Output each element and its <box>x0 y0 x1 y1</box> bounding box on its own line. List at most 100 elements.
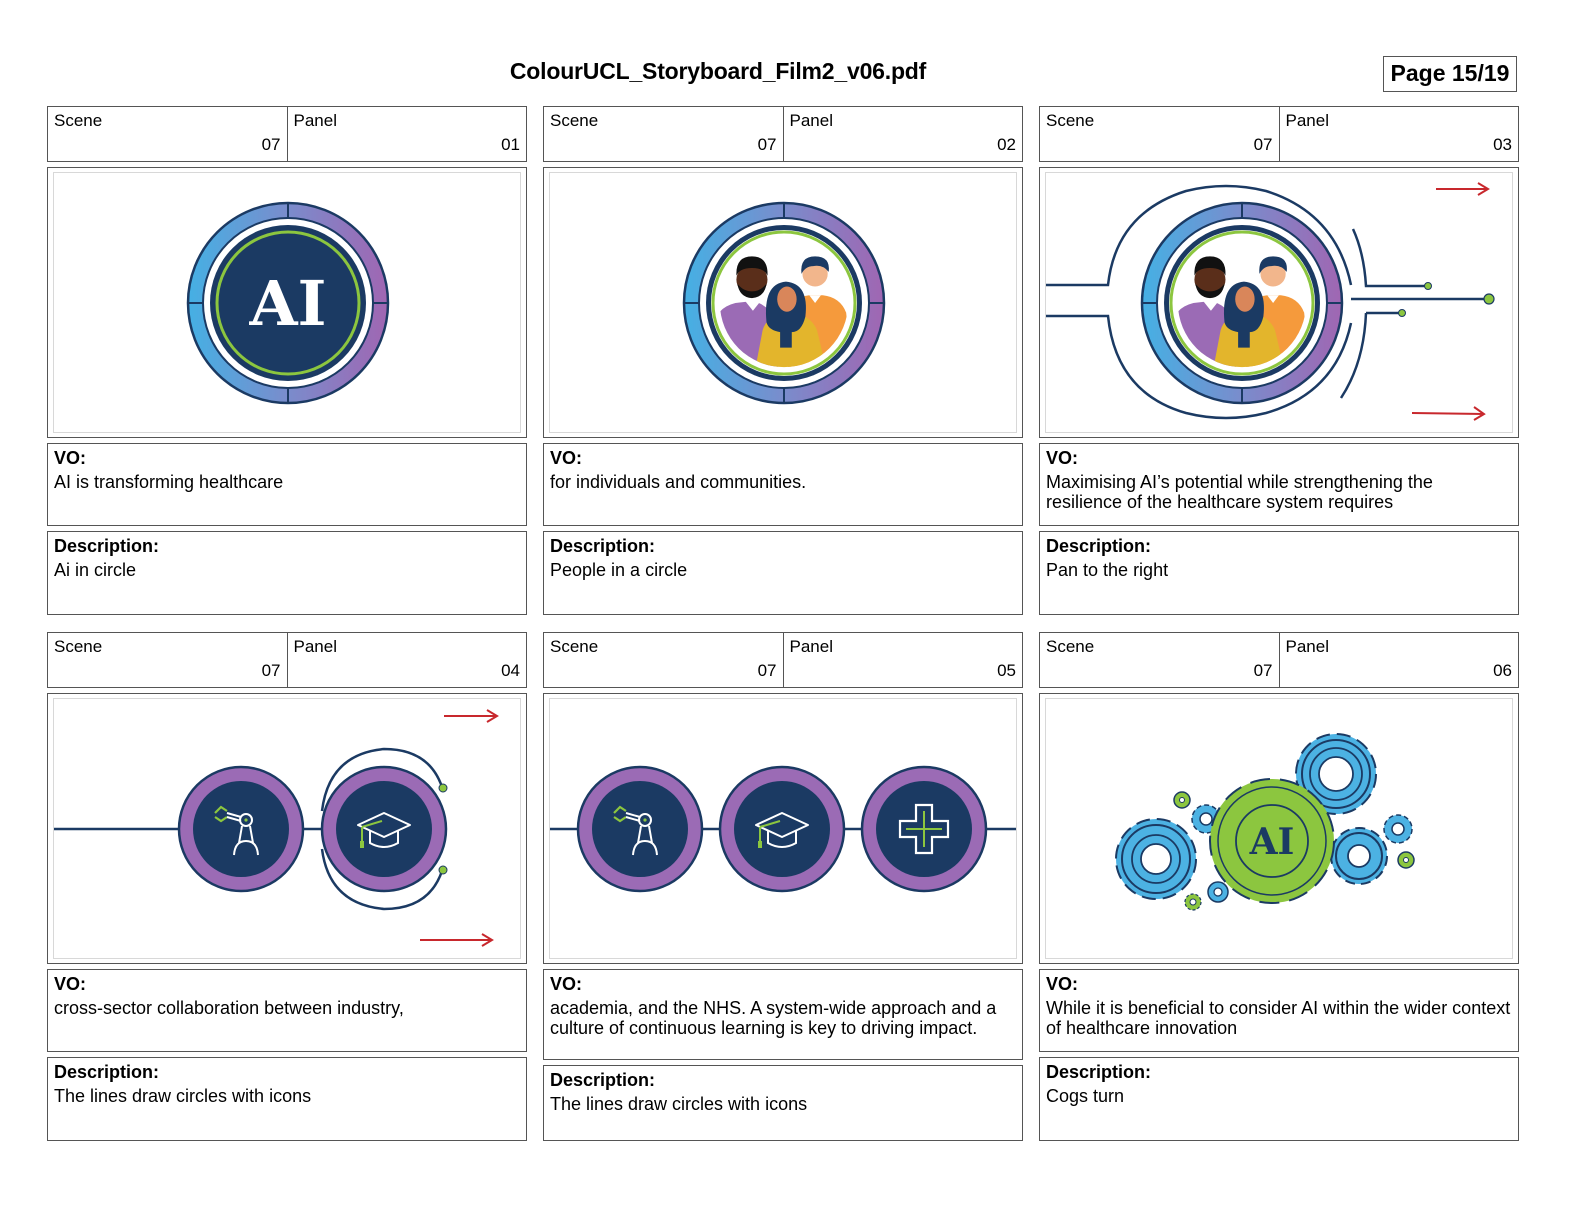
description-label: Description: <box>54 536 160 556</box>
description-label: Description: <box>550 536 656 556</box>
cog-icon <box>1330 827 1388 885</box>
description-box: Description: Cogs turn <box>1039 1057 1519 1141</box>
description-label: Description: <box>1046 536 1152 556</box>
vo-label: VO: <box>1046 448 1079 468</box>
description-label: Description: <box>550 1070 656 1090</box>
scene-number: 07 <box>1253 661 1273 680</box>
vo-box: VO: AI is transforming healthcare <box>47 443 527 526</box>
scene-label: Scene <box>1046 111 1095 130</box>
panel-cell: Panel 06 <box>1278 633 1519 687</box>
scene-number: 07 <box>1253 135 1273 154</box>
collaboration-circles-illustration <box>54 709 499 947</box>
vo-box: VO: academia, and the NHS. A system-wide… <box>543 969 1023 1060</box>
description-box: Description: Ai in circle <box>47 531 527 615</box>
pan-right-arrow-icon <box>1411 182 1490 421</box>
three-circles-illustration <box>550 765 1016 893</box>
illustration-frame <box>543 167 1023 438</box>
panel-number: 02 <box>997 135 1016 154</box>
panel-cell: Panel 05 <box>782 633 1023 687</box>
ai-label: AI <box>1249 821 1295 863</box>
panel-number: 05 <box>997 661 1016 680</box>
panel-cell: Panel 04 <box>286 633 527 687</box>
cog-icon <box>1115 818 1197 900</box>
vo-text: cross-sector collaboration between indus… <box>54 998 404 1018</box>
vo-box: VO: for individuals and communities. <box>543 443 1023 526</box>
vo-label: VO: <box>550 974 583 994</box>
description-text: People in a circle <box>550 560 688 580</box>
description-box: Description: The lines draw circles with… <box>47 1057 527 1141</box>
scene-label: Scene <box>550 111 599 130</box>
ai-cogs-illustration: AI <box>1115 733 1415 911</box>
description-box: Description: Pan to the right <box>1039 531 1519 615</box>
panel-header: Scene 07 Panel 04 <box>47 632 527 688</box>
pan-right-arrow-icon <box>420 709 499 947</box>
vo-text: AI is transforming healthcare <box>54 472 284 492</box>
vo-box: VO: Maximising AI’s potential while stre… <box>1039 443 1519 526</box>
vo-box: VO: While it is beneficial to consider A… <box>1039 969 1519 1052</box>
scene-cell: Scene 07 <box>544 633 783 687</box>
panel-number: 06 <box>1493 661 1512 680</box>
scene-label: Scene <box>54 111 103 130</box>
panel-label: Panel <box>293 111 337 130</box>
scene-cell: Scene 07 <box>1040 633 1279 687</box>
panel-label: Panel <box>1285 111 1329 130</box>
description-label: Description: <box>1046 1062 1152 1082</box>
panel-cell: Panel 02 <box>782 107 1023 161</box>
description-text: The lines draw circles with icons <box>54 1086 312 1106</box>
description-text: Pan to the right <box>1046 560 1169 580</box>
document-title: ColourUCL_Storyboard_Film2_v06.pdf <box>509 58 927 84</box>
scene-number: 07 <box>261 661 281 680</box>
description-box: Description: The lines draw circles with… <box>543 1065 1023 1141</box>
panel-label: Panel <box>293 637 337 656</box>
illustration-frame: AI <box>1039 693 1519 964</box>
description-text: The lines draw circles with icons <box>550 1094 808 1114</box>
cog-icon <box>1295 733 1377 815</box>
vo-text: While it is beneficial to consider AI wi… <box>1046 998 1511 1038</box>
scene-cell: Scene 07 <box>544 107 783 161</box>
panel-number: 03 <box>1493 135 1512 154</box>
panel-cell: Panel 03 <box>1278 107 1519 161</box>
ai-icon: AI <box>248 267 326 340</box>
scene-number: 07 <box>261 135 281 154</box>
ai-circle-illustration: AI <box>186 201 390 405</box>
scene-label: Scene <box>550 637 599 656</box>
vo-text: academia, and the NHS. A system-wide app… <box>550 998 997 1038</box>
panel-label: Panel <box>789 111 833 130</box>
description-label: Description: <box>54 1062 160 1082</box>
panel-header: Scene 07 Panel 05 <box>543 632 1023 688</box>
description-text: Cogs turn <box>1046 1086 1125 1106</box>
ai-cog-icon: AI <box>1209 778 1335 904</box>
vo-box: VO: cross-sector collaboration between i… <box>47 969 527 1052</box>
illustration-frame <box>47 693 527 964</box>
people-circle-illustration <box>682 201 886 405</box>
vo-text: Maximising AI’s potential while strength… <box>1046 472 1433 512</box>
description-box: Description: People in a circle <box>543 531 1023 615</box>
scene-label: Scene <box>1046 637 1095 656</box>
panel-number: 01 <box>501 135 520 154</box>
panel-label: Panel <box>1285 637 1329 656</box>
panel-header: Scene 07 Panel 01 <box>47 106 527 162</box>
cog-icon <box>1383 814 1413 844</box>
scene-number: 07 <box>757 135 777 154</box>
page-indicator: Page 15/19 <box>1383 56 1517 92</box>
scene-cell: Scene 07 <box>48 633 287 687</box>
scene-label: Scene <box>54 637 103 656</box>
illustration-frame <box>543 693 1023 964</box>
illustration-frame <box>1039 167 1519 438</box>
panel-label: Panel <box>789 637 833 656</box>
scene-cell: Scene 07 <box>48 107 287 161</box>
panel-cell: Panel 01 <box>286 107 527 161</box>
panel-header: Scene 07 Panel 02 <box>543 106 1023 162</box>
description-text: Ai in circle <box>54 560 137 580</box>
panel-header: Scene 07 Panel 06 <box>1039 632 1519 688</box>
scene-number: 07 <box>757 661 777 680</box>
vo-label: VO: <box>1046 974 1079 994</box>
vo-text: for individuals and communities. <box>550 472 807 492</box>
people-circuit-illustration <box>1046 182 1495 421</box>
panel-header: Scene 07 Panel 03 <box>1039 106 1519 162</box>
vo-label: VO: <box>54 448 87 468</box>
vo-label: VO: <box>54 974 87 994</box>
vo-label: VO: <box>550 448 583 468</box>
scene-cell: Scene 07 <box>1040 107 1279 161</box>
illustration-frame: AI <box>47 167 527 438</box>
